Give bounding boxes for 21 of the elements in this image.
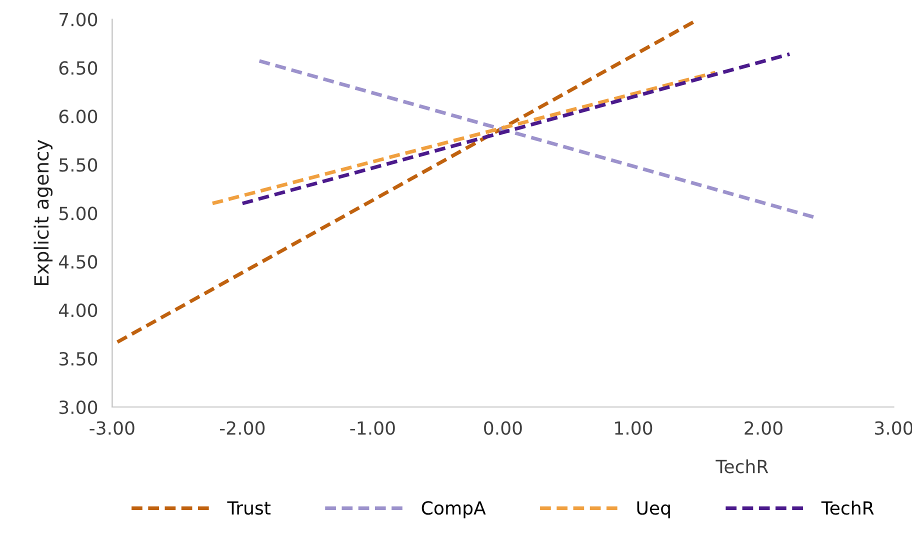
y-tick-label: 6.50 (59, 61, 98, 75)
legend-label: TechR (821, 500, 874, 515)
y-tick-label: 3.50 (59, 352, 98, 366)
x-tick-label: -2.00 (220, 421, 265, 435)
legend-label: CompA (422, 501, 486, 518)
x-tick-label: 1.00 (615, 421, 652, 435)
x-tick-label: 2.00 (744, 421, 782, 435)
legend-label: Ueq (637, 501, 670, 518)
y-tick-label: 5.00 (59, 206, 98, 220)
y-tick-label: 6.00 (59, 110, 98, 124)
legend-label: Trust (227, 501, 271, 515)
y-axis-title: Explicit agency (34, 140, 53, 286)
x-tick-label: -3.00 (90, 421, 134, 435)
y-tick-label: 4.00 (58, 304, 98, 318)
x-tick-label: 0.00 (484, 421, 522, 435)
y-tick-label: 3.00 (59, 400, 98, 414)
y-tick-label: 4.50 (58, 255, 98, 269)
y-tick-label: 7.00 (60, 12, 98, 26)
x-tick-label: -1.00 (350, 421, 395, 435)
y-tick-label: 5.50 (59, 158, 98, 172)
x-axis-title: TechR (716, 459, 768, 474)
